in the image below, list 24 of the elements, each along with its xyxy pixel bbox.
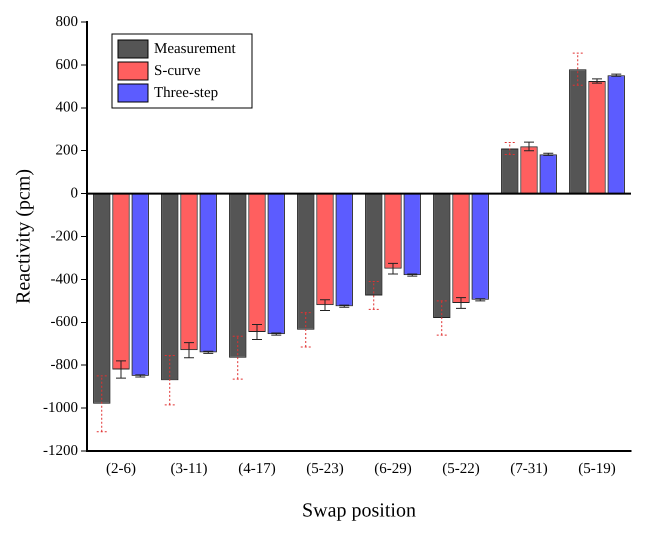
x-tick-label: (7-31) xyxy=(510,460,548,477)
y-tick-label: -400 xyxy=(50,271,78,288)
y-tick-label: -200 xyxy=(50,228,78,244)
y-axis-title: Reactivity (pcm) xyxy=(12,169,34,304)
y-tick-label: -800 xyxy=(50,357,78,374)
y-tick-label: -600 xyxy=(50,314,78,330)
legend-label: Three-step xyxy=(154,84,218,101)
y-tick-label: -1000 xyxy=(42,400,78,416)
x-tick-label: (3-11) xyxy=(170,460,208,477)
x-tick-label: (5-19) xyxy=(578,460,616,477)
x-tick-label: (4-17) xyxy=(238,460,276,477)
y-tick-label: 200 xyxy=(55,142,78,159)
x-tick-label: (5-22) xyxy=(442,460,480,477)
legend-label: Measurement xyxy=(154,40,236,57)
x-tick-label: (2-6) xyxy=(106,460,136,477)
y-tick-label: 400 xyxy=(55,100,78,116)
legend-label: S-curve xyxy=(154,62,201,79)
y-tick-label: 0 xyxy=(70,186,78,202)
x-tick-label: (6-29) xyxy=(374,460,412,477)
x-tick-label: (5-23) xyxy=(306,460,344,477)
x-axis-title: Swap position xyxy=(302,499,416,522)
y-tick-label: -1200 xyxy=(42,442,78,459)
y-tick-label: 800 xyxy=(55,14,78,30)
y-tick-label: 600 xyxy=(55,56,78,73)
